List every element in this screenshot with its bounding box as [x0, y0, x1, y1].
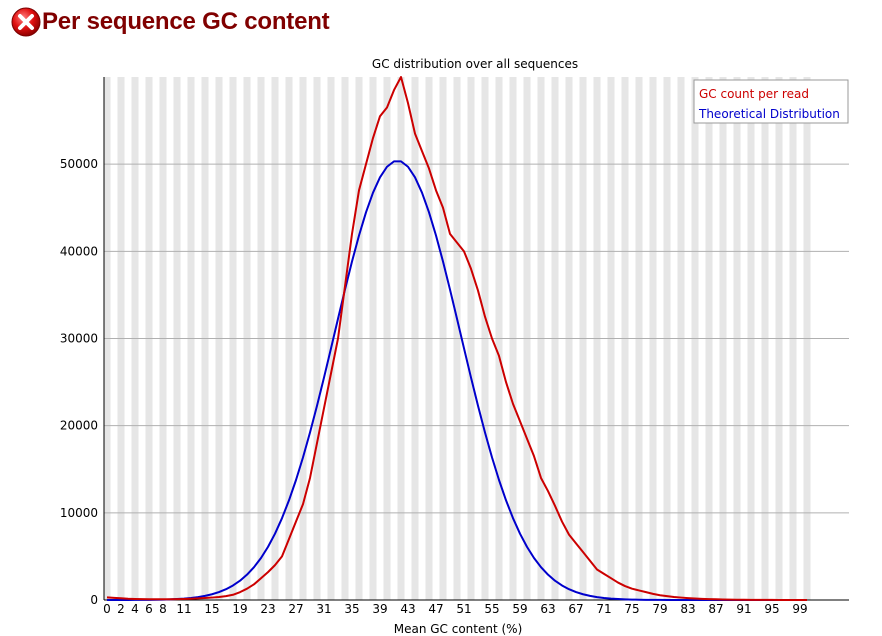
x-tick-label: 6: [145, 602, 153, 616]
x-tick-label: 11: [176, 602, 191, 616]
x-tick-label: 75: [624, 602, 639, 616]
page-title: Per sequence GC content: [42, 8, 330, 35]
x-tick-label: 91: [736, 602, 751, 616]
x-tick-label: 83: [680, 602, 695, 616]
x-tick-label: 35: [344, 602, 359, 616]
x-tick-label: 43: [400, 602, 415, 616]
x-tick-label: 31: [316, 602, 331, 616]
x-tick-label: 4: [131, 602, 139, 616]
y-tick-label: 0: [90, 593, 98, 607]
series-line-gc-count-per-read: [106, 76, 808, 601]
x-tick-label: 55: [484, 602, 499, 616]
x-tick-label: 59: [512, 602, 527, 616]
x-tick-label: 8: [159, 602, 167, 616]
x-tick-label: 23: [260, 602, 275, 616]
legend-entry-gc-count: GC count per read: [699, 87, 809, 101]
legend-entry-theoretical: Theoretical Distribution: [698, 107, 840, 121]
x-tick-label: 67: [568, 602, 583, 616]
x-tick-label: 79: [652, 602, 667, 616]
x-tick-label: 39: [372, 602, 387, 616]
x-tick-label: 95: [764, 602, 779, 616]
x-tick-label: 19: [232, 602, 247, 616]
x-tick-label: 99: [792, 602, 807, 616]
x-ticks: 0 2 4 6 8 11 15 19 23 27 31 35 39 43 47 51 55 59 63 67 71 75 7…: [103, 602, 807, 616]
y-ticks: 0 10000 20000 30000 40000 50000: [60, 157, 98, 607]
x-tick-label: 27: [288, 602, 303, 616]
y-tick-label: 30000: [60, 332, 98, 346]
error-x-icon: [11, 7, 41, 37]
x-tick-label: 51: [456, 602, 471, 616]
x-tick-label: 0: [103, 602, 111, 616]
series-line-theoretical-distribution: [106, 160, 807, 601]
x-tick-label: 71: [596, 602, 611, 616]
x-tick-label: 63: [540, 602, 555, 616]
y-tick-label: 20000: [60, 419, 98, 433]
chart-title: GC distribution over all sequences: [372, 57, 578, 71]
legend: GC count per read Theoretical Distributi…: [693, 79, 849, 124]
x-tick-label: 2: [117, 602, 125, 616]
report-header: Per sequence GC content: [10, 4, 330, 40]
x-tick-label: 15: [204, 602, 219, 616]
x-tick-label: 87: [708, 602, 723, 616]
x-tick-label: 47: [428, 602, 443, 616]
legend-box: [693, 79, 849, 124]
gridlines: [104, 163, 849, 514]
y-tick-label: 50000: [60, 157, 98, 171]
y-tick-label: 40000: [60, 244, 98, 258]
series-lines: [106, 76, 808, 601]
x-axis-label: Mean GC content (%): [394, 622, 523, 636]
y-tick-label: 10000: [60, 506, 98, 520]
